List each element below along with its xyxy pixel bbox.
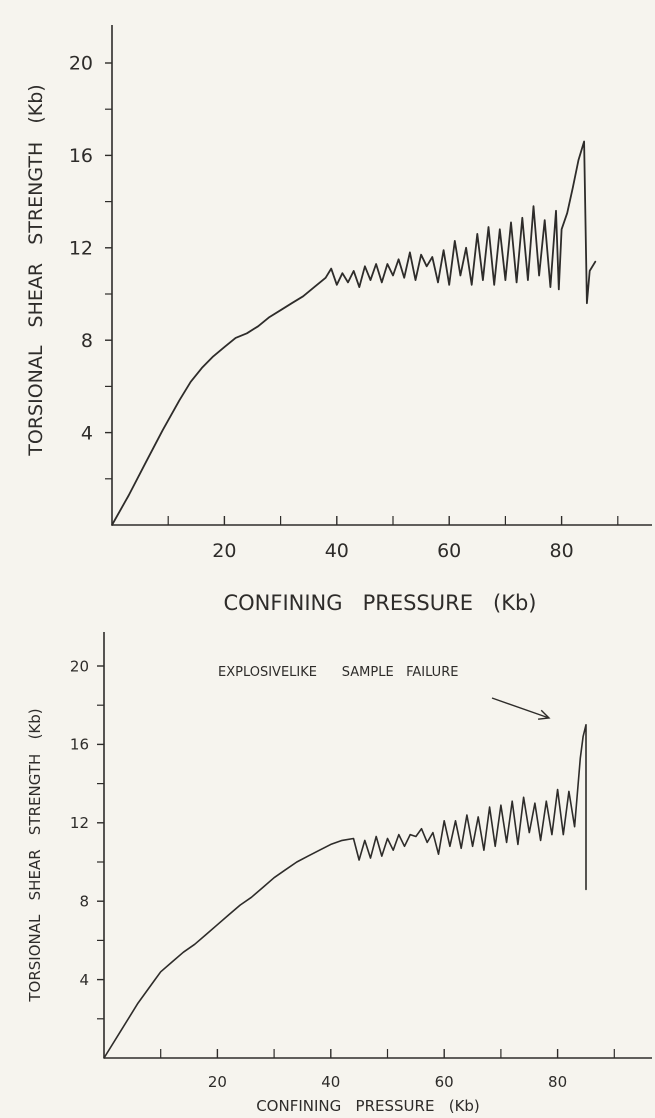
x-tick-label: 20 bbox=[208, 1073, 227, 1091]
y-tick-label: 4 bbox=[79, 971, 89, 989]
data-series-line bbox=[103, 723, 587, 1059]
chart-1: 4 8 12 16 20 20 40 60 80 CONFINING PRESSURE (Kb) T… bbox=[25, 25, 652, 615]
y-tick-label: 20 bbox=[69, 53, 93, 75]
y-tick-label: 16 bbox=[69, 145, 93, 167]
x-axis-label: CONFINING PRESSURE (Kb) bbox=[223, 591, 536, 615]
y-axis-label: TORSIONAL SHEAR STRENGTH (Kb) bbox=[25, 84, 47, 456]
x-tick-label: 40 bbox=[321, 1073, 340, 1091]
x-tick-label: 40 bbox=[325, 540, 349, 562]
y-tick-label: 4 bbox=[81, 422, 93, 444]
y-tick-label: 12 bbox=[70, 814, 89, 832]
y-tick-label: 12 bbox=[69, 237, 93, 259]
x-tick-label: 80 bbox=[548, 1073, 567, 1091]
x-tick-label: 60 bbox=[435, 1073, 454, 1091]
x-tick-label: 60 bbox=[437, 540, 461, 562]
y-tick-label: 20 bbox=[70, 657, 89, 675]
y-axis-label: TORSIONAL SHEAR STRENGTH (Kb) bbox=[26, 708, 44, 1002]
y-tick-label: 8 bbox=[79, 892, 89, 910]
annotation-text: EXPLOSIVELIKE SAMPLE FAILURE bbox=[218, 665, 458, 680]
data-series-line bbox=[111, 140, 597, 526]
y-tick-label: 16 bbox=[70, 736, 89, 754]
x-tick-label: 80 bbox=[550, 540, 574, 562]
x-axis-label: CONFINING PRESSURE (Kb) bbox=[256, 1097, 480, 1115]
y-tick-label: 8 bbox=[81, 330, 93, 352]
chart-2: 4 8 12 16 20 20 40 60 80 CONFINING PRESSURE (Kb) T… bbox=[26, 632, 652, 1115]
x-tick-label: 20 bbox=[212, 540, 236, 562]
annotation-arrowhead bbox=[537, 709, 551, 720]
annotation-arrow bbox=[491, 697, 550, 719]
